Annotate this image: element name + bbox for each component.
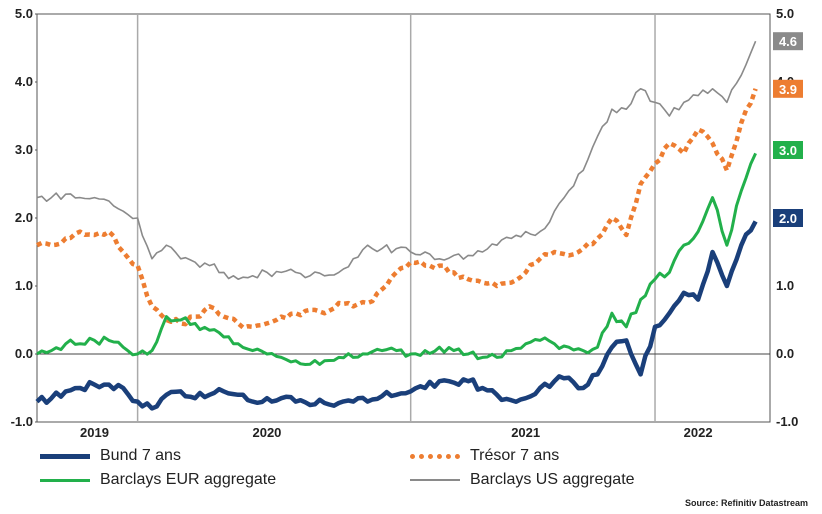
legend-item-tresor: Trésor 7 ans xyxy=(410,446,559,466)
x-year-label: 2021 xyxy=(511,425,540,440)
legend-swatch-eur xyxy=(40,478,90,482)
y-tick-label-left: 5.0 xyxy=(15,6,33,21)
y-tick-label-right: 0.0 xyxy=(776,346,794,361)
legend-label-us: Barclays US aggregate xyxy=(470,471,635,488)
legend-label-eur: Barclays EUR aggregate xyxy=(100,471,277,488)
y-tick-label-right: 5.0 xyxy=(776,6,794,21)
end-badge-bg xyxy=(773,32,803,51)
end-badge-label: 4.6 xyxy=(779,34,797,49)
x-year-label: 2022 xyxy=(684,425,713,440)
legend-item-eur: Barclays EUR aggregate xyxy=(40,470,276,490)
x-year-label: 2019 xyxy=(80,425,109,440)
y-tick-label-left: 0.0 xyxy=(15,346,33,361)
series-line-bund-7-ans xyxy=(35,220,758,411)
end-value-badges: 2.0 3.9 3.0 4.6 xyxy=(773,32,803,227)
legend-item-bund: Bund 7 ans xyxy=(40,446,181,466)
legend-swatch-tresor xyxy=(410,453,460,459)
y-tick-label-right: 1.0 xyxy=(776,278,794,293)
end-badge-label: 3.9 xyxy=(779,82,797,97)
chart-series xyxy=(35,40,758,411)
legend-swatch-bund xyxy=(40,453,90,459)
source-note: Source: Refinitiv Datastream xyxy=(684,498,808,508)
end-badge: 4.6 xyxy=(773,32,803,51)
end-badge-bg xyxy=(773,209,803,227)
end-badge: 3.9 xyxy=(773,79,803,98)
y-tick-label-left: 2.0 xyxy=(15,210,33,225)
yield-line-chart: 5.05.04.04.03.03.02.02.01.01.00.00.0-1.0… xyxy=(11,6,803,440)
end-badge: 3.0 xyxy=(773,141,803,159)
chart-legend: Bund 7 ans Trésor 7 ans Barclays EUR agg… xyxy=(40,446,800,496)
series-line-barclays-us-aggregate xyxy=(36,40,757,280)
plot-frame xyxy=(36,13,771,423)
chart-axes: 5.05.04.04.03.03.02.02.01.01.00.00.0-1.0… xyxy=(11,6,799,440)
y-tick-label-right: -1.0 xyxy=(776,414,798,429)
end-badge-bg xyxy=(773,141,803,159)
legend-label-bund: Bund 7 ans xyxy=(100,447,181,464)
legend-item-us: Barclays US aggregate xyxy=(410,470,635,490)
end-badge: 2.0 xyxy=(773,209,803,227)
end-badge-label: 2.0 xyxy=(779,211,797,226)
y-tick-label-left: -1.0 xyxy=(11,414,33,429)
end-badge-bg xyxy=(773,79,803,98)
series-line-barclays-eur-aggregate xyxy=(36,152,757,366)
legend-label-tresor: Trésor 7 ans xyxy=(470,447,560,464)
end-badge-label: 3.0 xyxy=(779,143,797,158)
x-year-label: 2020 xyxy=(252,425,281,440)
chart-grid xyxy=(36,13,771,423)
series-line-tr-sor-7-ans xyxy=(36,88,758,330)
y-tick-label-left: 4.0 xyxy=(15,74,33,89)
y-tick-label-left: 1.0 xyxy=(15,278,33,293)
legend-swatch-us xyxy=(410,479,460,481)
y-tick-label-left: 3.0 xyxy=(15,142,33,157)
